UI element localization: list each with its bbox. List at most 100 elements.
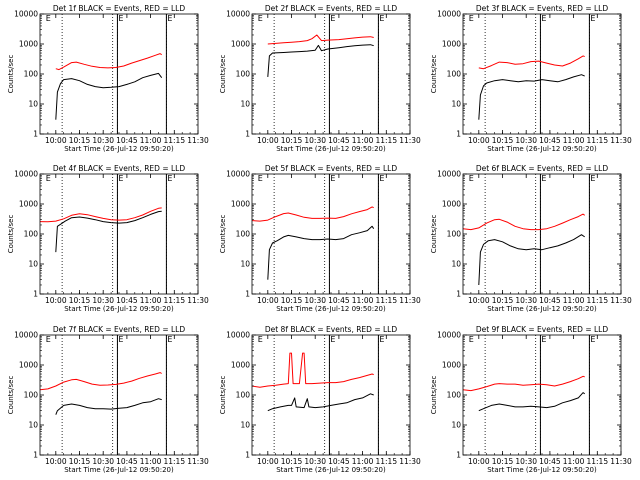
y-tick-label: 1000	[231, 200, 250, 209]
x-tick-label: 11:00	[352, 457, 374, 466]
y-tick-label: 1	[33, 451, 38, 460]
y-tick-label: 100	[236, 70, 251, 79]
series-line-lld	[39, 207, 162, 223]
x-tick-label: 10:30	[304, 296, 326, 305]
flag-label: E	[46, 14, 51, 23]
series-line-events	[478, 234, 585, 286]
x-tick-label: 11:30	[399, 457, 421, 466]
flag-label: E	[330, 335, 335, 344]
series-line-lld	[462, 213, 585, 231]
series-line-lld	[39, 372, 162, 391]
flag-label: E	[46, 335, 51, 344]
plot-frame	[251, 334, 411, 456]
x-tick-label: 10:00	[45, 136, 67, 145]
x-tick-label: 11:00	[140, 296, 162, 305]
x-tick-label: 11:15	[586, 457, 608, 466]
flag-label: E	[469, 174, 474, 183]
panel-title: Det 8f BLACK = Events, RED = LLD	[265, 325, 398, 334]
x-tick-label: 10:15	[281, 457, 303, 466]
x-tick-label: 11:00	[563, 136, 585, 145]
y-tick-label: 10000	[14, 331, 38, 340]
flag-label: E	[258, 14, 263, 23]
flag-label: E	[167, 174, 172, 183]
y-tick-label: 10000	[14, 170, 38, 179]
y-axis-label: Counts/sec	[7, 215, 15, 254]
plot-frame	[251, 173, 411, 295]
x-tick-label: 11:30	[399, 296, 421, 305]
y-tick-label: 10	[28, 100, 38, 109]
plot-frame	[39, 173, 199, 295]
y-tick-label: 10000	[226, 331, 250, 340]
x-tick-label: 10:15	[492, 457, 514, 466]
panel-title: Det 6f BLACK = Events, RED = LLD	[476, 164, 609, 173]
panel-title: Det 9f BLACK = Events, RED = LLD	[476, 325, 609, 334]
x-tick-label: 10:30	[304, 457, 326, 466]
series-line-events	[55, 72, 163, 120]
y-tick-label: 1	[456, 290, 461, 299]
y-tick-label: 1	[245, 451, 250, 460]
x-tick-label: 11:30	[187, 457, 209, 466]
x-tick-label: 11:15	[163, 296, 185, 305]
flag-label: E	[541, 174, 546, 183]
x-tick-label: 10:00	[257, 136, 279, 145]
y-tick-label: 1000	[231, 361, 250, 370]
y-tick-label: 10	[240, 100, 250, 109]
x-tick-label: 10:30	[92, 136, 114, 145]
x-tick-label: 10:30	[92, 457, 114, 466]
plot-frame	[39, 13, 199, 135]
x-tick-label: 11:30	[610, 136, 632, 145]
x-tick-label: 10:45	[328, 296, 350, 305]
series-line-lld	[55, 53, 162, 71]
flag-label: E	[330, 174, 335, 183]
flag-label: E	[330, 14, 335, 23]
x-tick-label: 11:00	[563, 457, 585, 466]
y-tick-label: 100	[24, 70, 39, 79]
y-tick-label: 100	[236, 230, 251, 239]
y-tick-label: 1	[456, 130, 461, 139]
y-tick-label: 10	[240, 421, 250, 430]
y-tick-label: 1	[245, 130, 250, 139]
x-axis-label: Start Time (26-Jul-12 09:50:20)	[487, 466, 597, 474]
x-tick-label: 10:45	[116, 136, 138, 145]
x-tick-label: 10:15	[69, 457, 91, 466]
series-line-lld	[251, 206, 374, 222]
x-tick-label: 10:15	[281, 136, 303, 145]
plot-frame	[462, 13, 622, 135]
y-tick-label: 1000	[19, 40, 38, 49]
series-line-events	[55, 398, 162, 415]
y-tick-label: 10	[451, 260, 461, 269]
flag-label: E	[590, 14, 595, 23]
y-tick-label: 10	[451, 100, 461, 109]
panel-title: Det 4f BLACK = Events, RED = LLD	[53, 164, 186, 173]
x-tick-label: 10:15	[281, 296, 303, 305]
series-line-events	[267, 393, 374, 412]
x-tick-label: 11:00	[563, 296, 585, 305]
y-tick-label: 10	[28, 260, 38, 269]
y-tick-label: 1000	[442, 200, 461, 209]
flag-label: E	[541, 14, 546, 23]
x-tick-label: 11:15	[163, 136, 185, 145]
x-tick-label: 10:45	[116, 296, 138, 305]
y-tick-label: 100	[236, 391, 251, 400]
y-axis-label: Counts/sec	[430, 215, 438, 254]
x-axis-label: Start Time (26-Jul-12 09:50:20)	[64, 305, 174, 313]
x-tick-label: 10:00	[468, 136, 490, 145]
x-tick-label: 10:00	[257, 457, 279, 466]
x-tick-label: 10:15	[69, 136, 91, 145]
x-tick-label: 10:00	[468, 457, 490, 466]
y-tick-label: 100	[447, 70, 462, 79]
x-axis-label: Start Time (26-Jul-12 09:50:20)	[64, 145, 174, 153]
y-tick-label: 100	[24, 391, 39, 400]
x-tick-label: 11:30	[399, 136, 421, 145]
plot-frame	[39, 334, 199, 456]
y-axis-label: Counts/sec	[7, 376, 15, 415]
x-tick-label: 11:00	[352, 296, 374, 305]
series-line-lld	[478, 55, 585, 70]
y-tick-label: 10000	[226, 170, 250, 179]
x-tick-label: 10:00	[45, 296, 67, 305]
y-tick-label: 1	[33, 290, 38, 299]
x-tick-label: 11:15	[375, 136, 397, 145]
